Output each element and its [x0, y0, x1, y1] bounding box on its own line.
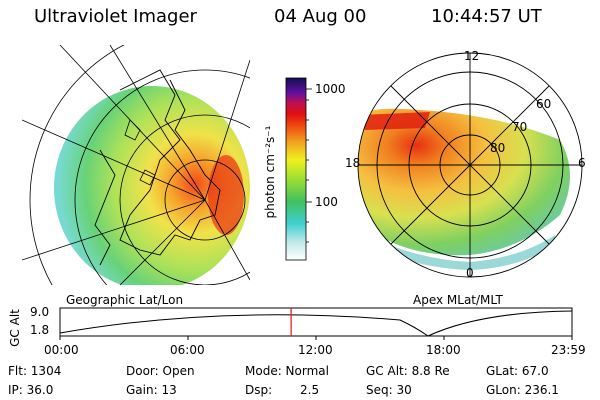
timeline-xtick-1200: 12:00	[298, 343, 333, 357]
mlt-label-12: 12	[464, 49, 480, 63]
timeline-xtick-1800: 18:00	[426, 343, 461, 357]
timeline-ytick-bottom: 1.8	[30, 323, 50, 337]
mlat-label-60: 60	[536, 97, 552, 111]
timeline-xtick-2359: 23:59	[551, 343, 586, 357]
mlat-label-70: 70	[512, 120, 528, 134]
mlt-label-18: 18	[345, 156, 361, 170]
colorbar	[286, 78, 306, 260]
info-seq: Seq: 30	[366, 383, 412, 397]
time-label: 10:44:57 UT	[431, 6, 542, 27]
mlt-label-0: 0	[466, 266, 474, 280]
date-label: 04 Aug 00	[274, 6, 367, 27]
colorbar-tick-1000: 1000	[315, 82, 346, 96]
info-dsp-value: 2.5	[300, 383, 320, 397]
info-glat: GLat: 67.0	[486, 364, 549, 378]
instrument-title: Ultraviolet Imager	[34, 6, 197, 27]
info-gain: Gain: 13	[126, 383, 177, 397]
info-mode: Mode: Normal	[245, 364, 329, 378]
info-ip: IP: 36.0	[8, 383, 54, 397]
mlt-label-6: 6	[578, 156, 586, 170]
geo-panel-label: Geographic Lat/Lon	[66, 293, 184, 307]
info-dsp-label: Dsp:	[245, 383, 273, 397]
info-glon: GLon: 236.1	[486, 383, 559, 397]
info-flt: Flt: 1304	[8, 364, 62, 378]
polar-panel-label: Apex MLat/MLT	[413, 293, 503, 307]
info-door: Door: Open	[126, 364, 195, 378]
info-gcalt: GC Alt: 8.8 Re	[366, 364, 450, 378]
colorbar-tick-100: 100	[315, 195, 338, 209]
mlat-label-80: 80	[490, 141, 506, 155]
timeline-xtick-0000: 00:00	[44, 343, 79, 357]
timeline-ytick-top: 9.0	[30, 305, 50, 319]
timeline-xtick-0600: 06:00	[170, 343, 205, 357]
